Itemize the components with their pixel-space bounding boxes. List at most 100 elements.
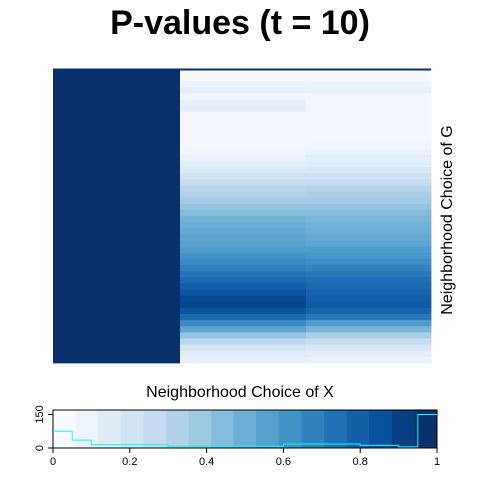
heat-cell (180, 307, 307, 315)
heat-cell (180, 252, 307, 260)
heat-cell (180, 258, 307, 266)
heat-cell (306, 130, 432, 137)
heat-cell (306, 265, 432, 272)
heat-cell (180, 283, 307, 290)
heat-cell (180, 271, 307, 278)
key-swatch (391, 410, 415, 448)
heat-cell (306, 344, 432, 352)
key-swatch (346, 410, 370, 448)
heat-cell (306, 148, 432, 156)
key-frame (52, 409, 438, 449)
heat-cell (53, 105, 181, 113)
heat-cell (306, 154, 432, 162)
heat-cell (53, 99, 181, 107)
heat-cell (53, 154, 181, 162)
heat-cell (180, 222, 307, 229)
heat-cell (180, 118, 307, 125)
heat-cell (180, 216, 307, 223)
key-count-tick-label: 150 (34, 405, 46, 423)
heat-cell (306, 87, 432, 94)
heat-cell (53, 271, 181, 278)
heat-cell (306, 160, 432, 168)
heat-cell (306, 307, 432, 315)
heat-cell (306, 216, 432, 223)
heat-cell (180, 197, 307, 205)
heat-cell (180, 167, 307, 174)
heat-cell (180, 111, 307, 119)
heat-cell (53, 124, 181, 131)
heat-cell (180, 81, 307, 88)
heat-cell (180, 344, 307, 352)
heat-cell (53, 203, 181, 211)
heat-cell (53, 216, 181, 223)
heat-cell (180, 154, 307, 162)
heat-cell (180, 265, 307, 272)
heat-cell (180, 289, 307, 297)
x-axis-label: Neighborhood Choice of X (146, 384, 334, 401)
key-swatch (256, 410, 280, 448)
heat-cell (306, 356, 432, 364)
heat-cell (53, 307, 181, 315)
key-swatch (414, 410, 438, 448)
heat-cell (53, 81, 181, 88)
heat-cell (180, 148, 307, 156)
heat-cell (180, 246, 307, 254)
heat-cell (180, 314, 307, 321)
heat-cell (306, 99, 432, 107)
heat-cell (180, 209, 307, 217)
heat-cell (306, 222, 432, 229)
heat-cell (53, 228, 181, 235)
key-swatch (188, 410, 212, 448)
heat-cell (53, 295, 181, 303)
heat-cell (306, 124, 432, 131)
heat-cell (306, 209, 432, 217)
key-x-tick-label: 0.8 (353, 456, 368, 468)
heat-cell (53, 111, 181, 119)
heat-cell (306, 111, 432, 119)
heat-cell (306, 314, 432, 321)
heat-cell (180, 326, 307, 333)
heat-cell (180, 69, 307, 76)
heat-cell (53, 246, 181, 254)
heat-cell (53, 332, 181, 339)
key-swatch (211, 410, 235, 448)
heat-cell (306, 246, 432, 254)
heat-cell (306, 234, 432, 241)
heat-cell (180, 277, 307, 284)
heat-cell (180, 99, 307, 107)
key-x-tick-label: 1 (434, 456, 440, 468)
heat-cell (306, 185, 432, 192)
heat-cell (53, 160, 181, 168)
key-x-tick-label: 0.2 (122, 456, 137, 468)
heat-cell (180, 75, 307, 82)
heat-cell (306, 289, 432, 297)
heat-cell (180, 203, 307, 211)
heat-cell (53, 69, 181, 76)
heat-cell (180, 356, 307, 364)
heat-cell (306, 191, 432, 199)
heat-cell (53, 320, 181, 327)
heat-cell (306, 295, 432, 303)
heat-cell (180, 301, 307, 309)
heat-cell (180, 295, 307, 303)
heat-cell (53, 142, 181, 150)
heat-cell (306, 338, 432, 346)
heat-cell (306, 252, 432, 260)
heat-cell (180, 338, 307, 346)
heat-cell (180, 350, 307, 358)
heat-cell (306, 240, 432, 248)
heat-cell (180, 105, 307, 113)
heat-cell (306, 142, 432, 150)
heat-cell (53, 185, 181, 192)
heat-cell (180, 320, 307, 327)
heat-cell (53, 222, 181, 229)
heat-cell (53, 197, 181, 205)
heat-cell (306, 136, 432, 143)
heat-cell (306, 258, 432, 266)
heat-cell (53, 87, 181, 94)
key-swatch (120, 410, 144, 448)
heat-cell (306, 93, 432, 101)
key-swatch (75, 410, 99, 448)
heat-cell (53, 75, 181, 82)
heat-cell (53, 118, 181, 125)
